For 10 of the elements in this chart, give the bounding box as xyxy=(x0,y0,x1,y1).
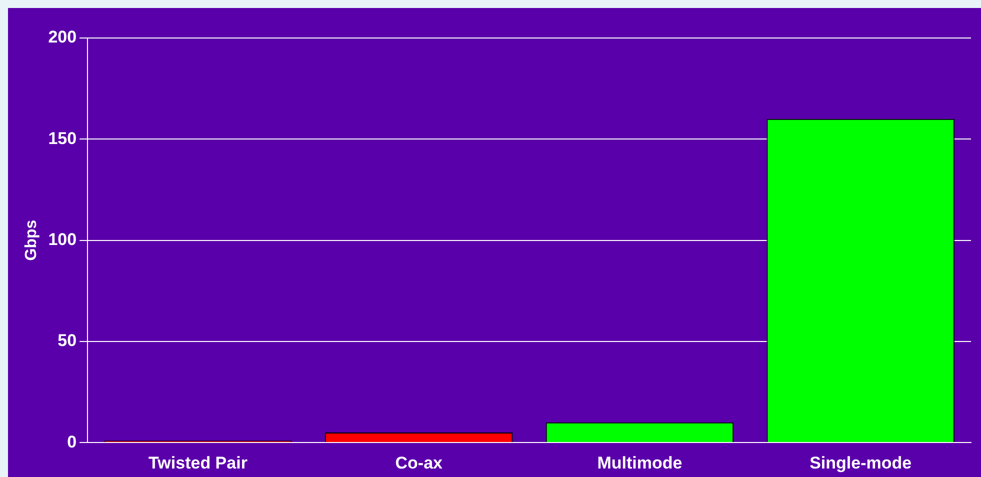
y-tick-label: 50 xyxy=(58,331,77,350)
y-axis-title: Gbps xyxy=(23,220,40,261)
y-tick-label: 0 xyxy=(67,432,77,452)
x-tick-label: Multimode xyxy=(597,453,682,472)
x-tick-label: Co-ax xyxy=(395,453,444,472)
y-tick-label: 150 xyxy=(48,128,77,148)
x-tick-label: Twisted Pair xyxy=(148,453,248,472)
y-tick-label: 100 xyxy=(48,230,77,249)
x-tick-label: Single-mode xyxy=(810,453,912,472)
y-tick-label: 200 xyxy=(48,28,77,47)
